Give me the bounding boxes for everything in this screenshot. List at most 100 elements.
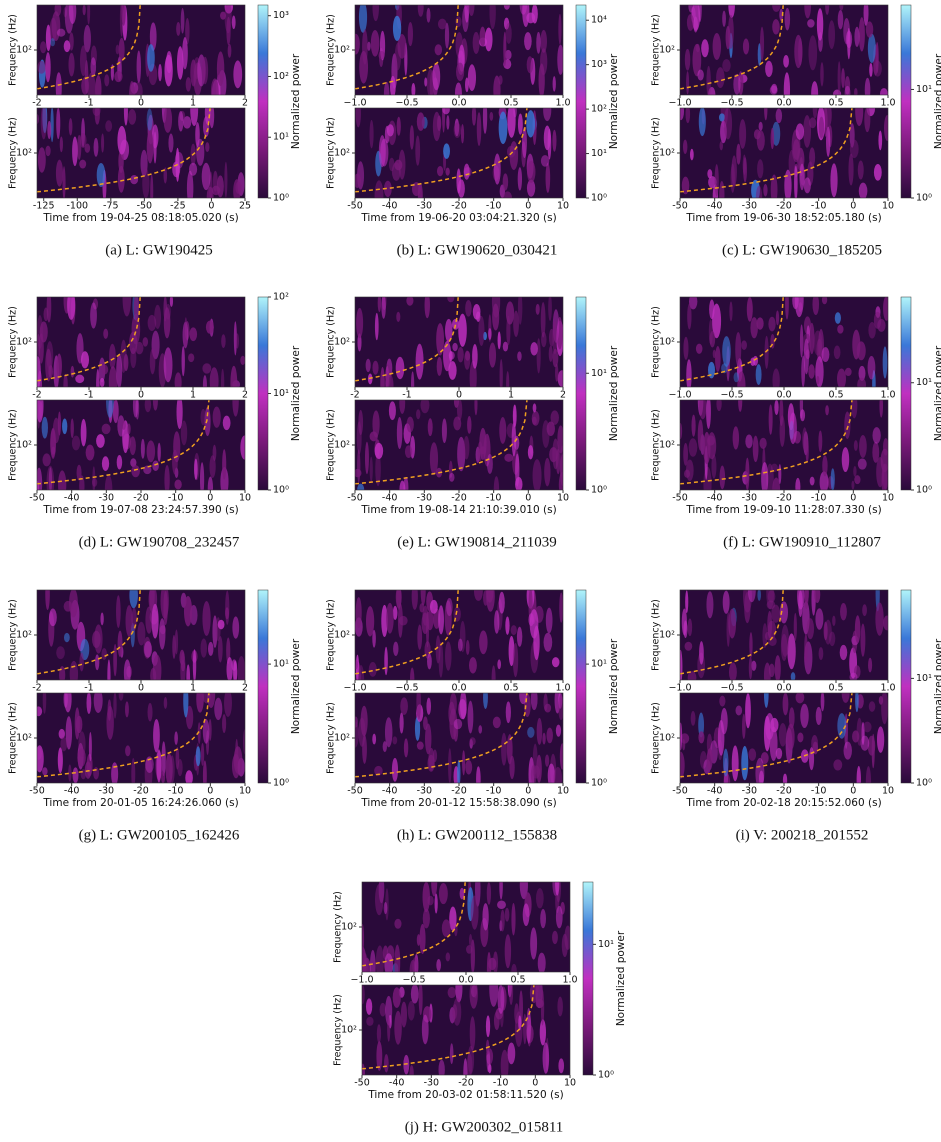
noise-blob bbox=[410, 985, 419, 1004]
colorbar-tick-label: 10⁰ bbox=[591, 778, 607, 789]
x-tick-label: -75 bbox=[103, 201, 119, 212]
noise-blob bbox=[795, 123, 805, 140]
noise-blob bbox=[463, 163, 470, 180]
noise-blob bbox=[695, 343, 703, 354]
noise-blob bbox=[883, 615, 888, 631]
noise-blob bbox=[462, 6, 469, 33]
spectrogram bbox=[362, 882, 570, 972]
x-tick-label: 0.0 bbox=[458, 975, 473, 986]
noise-blob bbox=[383, 901, 388, 915]
noise-blob bbox=[70, 365, 75, 378]
noise-blob bbox=[436, 958, 441, 972]
noise-blob bbox=[182, 116, 192, 129]
x-tick-label: -10 bbox=[486, 493, 502, 504]
noise-blob bbox=[92, 108, 101, 117]
x-tick-label: 1.0 bbox=[562, 975, 577, 986]
noise-blob bbox=[106, 705, 114, 740]
x-tick-label: −0.5 bbox=[395, 683, 418, 694]
noise-blob bbox=[447, 986, 457, 999]
noise-blob bbox=[688, 297, 698, 310]
x-tick-label: 0 bbox=[207, 786, 213, 797]
noise-blob bbox=[546, 421, 555, 437]
noise-blob bbox=[447, 297, 455, 303]
noise-blob bbox=[738, 71, 744, 95]
noise-blob bbox=[868, 701, 876, 712]
noise-blob bbox=[697, 419, 704, 451]
noise-blob bbox=[70, 418, 74, 439]
x-tick-label: -40 bbox=[64, 493, 80, 504]
spectrogram-background bbox=[37, 400, 245, 490]
x-tick-label: -20 bbox=[776, 786, 792, 797]
colorbar-label: Normalized power bbox=[933, 53, 941, 149]
noise-blob bbox=[230, 365, 238, 387]
noise-blob bbox=[707, 361, 716, 379]
noise-blob bbox=[750, 317, 758, 339]
y-axis-label: Frequency (Hz) bbox=[651, 409, 662, 481]
colorbar-tick-label: 10¹ bbox=[591, 368, 607, 379]
noise-blob bbox=[509, 141, 519, 171]
noise-blob bbox=[42, 693, 47, 714]
colorbar-tick-label: 10² bbox=[591, 104, 607, 115]
noise-blob bbox=[818, 116, 825, 139]
noise-blob bbox=[202, 601, 211, 636]
noise-blob bbox=[706, 591, 714, 619]
noise-blob bbox=[545, 162, 551, 193]
colorbar-tick-label: 10¹ bbox=[591, 659, 607, 670]
noise-blob bbox=[376, 1041, 383, 1071]
noise-blob bbox=[424, 77, 428, 87]
noise-blob bbox=[505, 23, 512, 44]
noise-blob bbox=[406, 416, 414, 433]
noise-blob bbox=[564, 925, 570, 950]
noise-blob bbox=[67, 297, 76, 320]
noise-blob bbox=[771, 604, 781, 623]
noise-blob bbox=[37, 745, 44, 773]
noise-blob bbox=[465, 640, 470, 655]
noise-blob bbox=[186, 664, 191, 680]
noise-blob bbox=[722, 10, 726, 27]
noise-blob bbox=[464, 5, 470, 23]
noise-blob bbox=[369, 456, 373, 483]
noise-blob bbox=[559, 592, 563, 623]
noise-blob bbox=[845, 30, 853, 49]
noise-blob bbox=[493, 153, 501, 185]
noise-blob bbox=[399, 480, 406, 490]
noise-blob bbox=[116, 595, 121, 628]
noise-blob bbox=[100, 612, 104, 626]
noise-blob bbox=[436, 356, 443, 376]
noise-blob bbox=[180, 420, 188, 446]
noise-blob bbox=[449, 906, 457, 931]
noise-blob bbox=[555, 363, 559, 382]
noise-blob bbox=[389, 75, 396, 95]
noise-blob bbox=[548, 297, 552, 322]
noise-blob bbox=[394, 42, 402, 71]
noise-blob bbox=[830, 468, 835, 490]
noise-blob bbox=[196, 138, 205, 166]
noise-blob bbox=[808, 364, 815, 379]
noise-blob bbox=[745, 434, 753, 449]
noise-blob bbox=[812, 108, 818, 119]
noise-blob bbox=[518, 1015, 522, 1031]
noise-blob bbox=[116, 454, 123, 470]
x-tick-label: 2 bbox=[242, 683, 248, 694]
noise-blob bbox=[232, 616, 240, 639]
noise-blob bbox=[815, 356, 824, 387]
noise-blob bbox=[458, 313, 467, 347]
noise-blob bbox=[532, 459, 542, 490]
noise-blob bbox=[517, 351, 522, 362]
noise-blob bbox=[163, 697, 168, 709]
noise-blob bbox=[129, 331, 138, 355]
noise-blob bbox=[77, 748, 86, 767]
noise-blob bbox=[398, 615, 408, 626]
noise-blob bbox=[384, 646, 388, 676]
noise-blob bbox=[114, 70, 123, 83]
x-tick-label: -30 bbox=[424, 1078, 440, 1089]
noise-blob bbox=[48, 365, 54, 378]
noise-blob bbox=[822, 455, 828, 477]
noise-blob bbox=[140, 438, 145, 459]
noise-blob bbox=[369, 949, 376, 972]
noise-blob bbox=[730, 163, 735, 193]
noise-blob bbox=[540, 155, 550, 167]
noise-blob bbox=[813, 330, 823, 356]
noise-blob bbox=[136, 50, 142, 84]
